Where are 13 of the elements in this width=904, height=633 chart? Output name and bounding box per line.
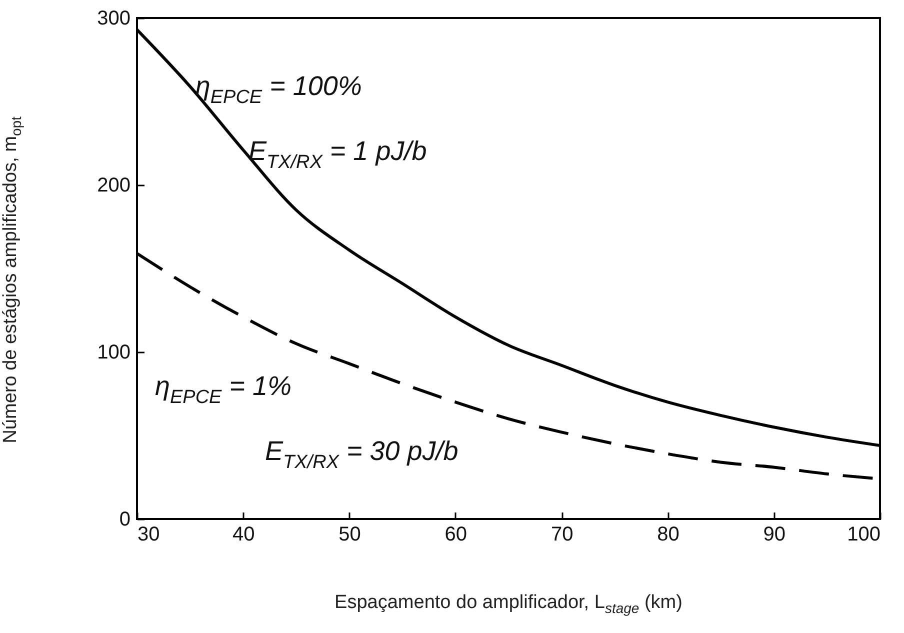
y-tick-label: 100 <box>97 342 130 364</box>
x-tick-label: 80 <box>657 524 680 546</box>
x-tick-label: 40 <box>232 524 255 546</box>
y-tick-label: 300 <box>97 8 130 30</box>
y-tick-label: 200 <box>97 174 130 196</box>
x-axis-title: Espaçamento do amplificador, L$_{stage}$ (km) <box>334 592 684 616</box>
x-tick-label: 70 <box>550 524 574 546</box>
y-tick-label: 0 <box>119 508 130 530</box>
x-tick-label: 30 <box>138 524 160 546</box>
x-tick-label: 50 <box>338 524 361 546</box>
x-tick-label: 100 <box>847 524 880 546</box>
x-tick-label: 90 <box>763 524 786 546</box>
x-tick-label: 60 <box>444 524 468 546</box>
